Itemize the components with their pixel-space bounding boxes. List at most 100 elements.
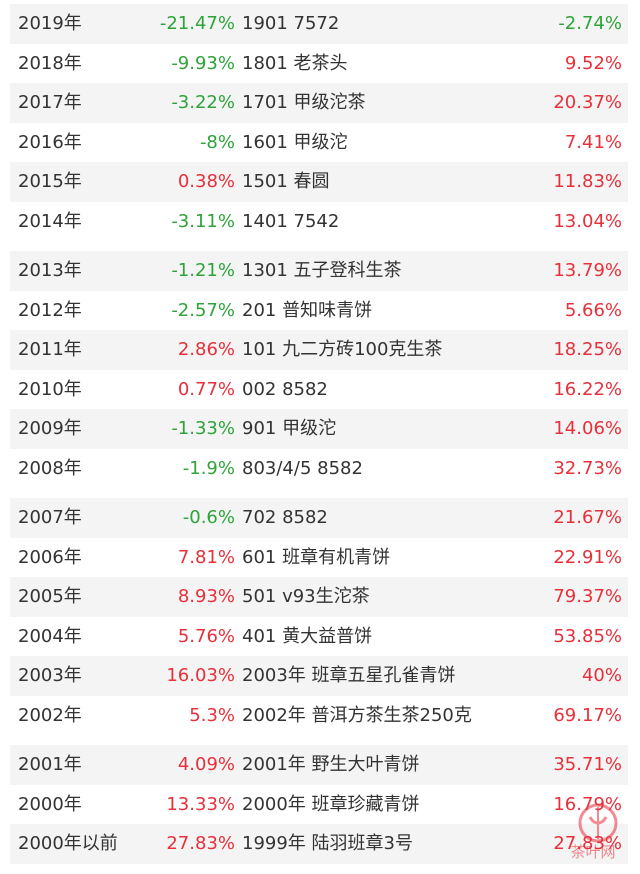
product-cell: 1301 五子登科生茶 xyxy=(242,260,402,281)
table-row: 2011年 2.86% 101 九二方砖100克生茶 18.25% xyxy=(10,330,628,370)
row-group: 2019年 -21.47% 1901 7572 -2.74% 2018年 -9.93% 18… xyxy=(10,4,628,241)
return-rate-cell: 21.67% xyxy=(553,507,622,528)
product-cell: 2002年 普洱方茶生茶250克 xyxy=(242,704,472,726)
table-row: 2004年 5.76% 401 黄大益普饼 53.85% xyxy=(10,616,628,656)
yoy-change-cell: -3.22% xyxy=(171,92,235,113)
return-rate-cell: 16.22% xyxy=(553,378,622,400)
yoy-change-cell: 5.3% xyxy=(189,704,235,726)
product-cell: 1801 老茶头 xyxy=(242,52,348,74)
return-rate-cell: 14.06% xyxy=(553,418,622,439)
product-cell: 002 8582 xyxy=(242,378,328,400)
year-cell: 2002年 xyxy=(18,704,82,726)
table-row: 2016年 -8% 1601 甲级沱 7.41% xyxy=(10,122,628,162)
product-cell: 601 班章有机青饼 xyxy=(242,546,391,568)
yoy-change-cell: -2.57% xyxy=(171,299,235,321)
return-rate-cell: 32.73% xyxy=(553,457,622,479)
yoy-change-cell: 8.93% xyxy=(177,586,235,607)
year-cell: 2004年 xyxy=(18,625,82,647)
return-rate-cell: 22.91% xyxy=(553,546,622,568)
year-cell: 2015年 xyxy=(18,171,82,192)
tea-site-logo-watermark: 茶叶网 xyxy=(570,803,618,861)
return-rate-cell: 9.52% xyxy=(564,52,622,74)
year-cell: 2003年 xyxy=(18,665,82,686)
year-cell: 2007年 xyxy=(18,507,82,528)
product-cell: 501 v93生沱茶 xyxy=(242,586,370,607)
return-rate-cell: 20.37% xyxy=(553,92,622,113)
year-cell: 2005年 xyxy=(18,586,82,607)
table-row: 2018年 -9.93% 1801 老茶头 9.52% xyxy=(10,43,628,83)
product-cell: 803/4/5 8582 xyxy=(242,457,363,479)
yoy-change-cell: -3.11% xyxy=(171,210,235,232)
table-row: 2000年 13.33% 2000年 班章珍藏青饼 16.79% xyxy=(10,784,628,824)
table-row: 2010年 0.77% 002 8582 16.22% xyxy=(10,369,628,409)
return-rate-cell: 40% xyxy=(581,665,622,686)
product-cell: 401 黄大益普饼 xyxy=(242,625,373,647)
table-row: 2001年 4.09% 2001年 野生大叶青饼 35.71% xyxy=(10,745,628,785)
product-cell: 702 8582 xyxy=(242,507,328,528)
tea-price-table: 2019年 -21.47% 1901 7572 -2.74% 2018年 -9.93% 18… xyxy=(10,4,628,874)
table-row: 2005年 8.93% 501 v93生沱茶 79.37% xyxy=(10,577,628,617)
yoy-change-cell: 13.33% xyxy=(166,793,235,815)
yoy-change-cell: 7.81% xyxy=(177,546,235,568)
return-rate-cell: 7.41% xyxy=(564,131,622,153)
product-cell: 1999年 陆羽班章3号 xyxy=(242,833,413,854)
product-cell: 101 九二方砖100克生茶 xyxy=(242,339,443,360)
year-cell: 2000年 xyxy=(18,793,82,815)
yoy-change-cell: -1.33% xyxy=(171,418,235,439)
return-rate-cell: 13.79% xyxy=(553,260,622,281)
product-cell: 1701 甲级沱茶 xyxy=(242,92,366,113)
product-cell: 1501 春圆 xyxy=(242,171,330,192)
product-cell: 2000年 班章珍藏青饼 xyxy=(242,793,420,815)
table-row: 2013年 -1.21% 1301 五子登科生茶 13.79% xyxy=(10,251,628,291)
yoy-change-cell: 27.83% xyxy=(166,833,235,854)
year-cell: 2013年 xyxy=(18,260,82,281)
year-cell: 2010年 xyxy=(18,378,82,400)
return-rate-cell: 53.85% xyxy=(553,625,622,647)
return-rate-cell: 5.66% xyxy=(564,299,622,321)
return-rate-cell: 18.25% xyxy=(553,339,622,360)
table-row: 2002年 5.3% 2002年 普洱方茶生茶250克 69.17% xyxy=(10,695,628,735)
year-cell: 2000年以前 xyxy=(18,833,118,854)
year-cell: 2012年 xyxy=(18,299,82,321)
table-row: 2017年 -3.22% 1701 甲级沱茶 20.37% xyxy=(10,83,628,123)
table-row: 2019年 -21.47% 1901 7572 -2.74% xyxy=(10,4,628,44)
product-cell: 901 甲级沱 xyxy=(242,418,337,439)
product-cell: 1901 7572 xyxy=(242,13,340,34)
yoy-change-cell: 4.09% xyxy=(177,754,235,775)
yoy-change-cell: -8% xyxy=(199,131,235,153)
product-cell: 2003年 班章五星孔雀青饼 xyxy=(242,665,456,686)
table-row: 2012年 -2.57% 201 普知味青饼 5.66% xyxy=(10,290,628,330)
return-rate-cell: 11.83% xyxy=(553,171,622,192)
return-rate-cell: -2.74% xyxy=(558,13,622,34)
product-cell: 1401 7542 xyxy=(242,210,340,232)
year-cell: 2016年 xyxy=(18,131,82,153)
yoy-change-cell: 0.38% xyxy=(177,171,235,192)
table-row: 2007年 -0.6% 702 8582 21.67% xyxy=(10,498,628,538)
return-rate-cell: 35.71% xyxy=(553,754,622,775)
yoy-change-cell: -9.93% xyxy=(171,52,235,74)
table-row: 2003年 16.03% 2003年 班章五星孔雀青饼 40% xyxy=(10,656,628,696)
year-cell: 2006年 xyxy=(18,546,82,568)
table-row: 2015年 0.38% 1501 春圆 11.83% xyxy=(10,162,628,202)
year-cell: 2019年 xyxy=(18,13,82,34)
yoy-change-cell: 5.76% xyxy=(177,625,235,647)
yoy-change-cell: 16.03% xyxy=(166,665,235,686)
return-rate-cell: 79.37% xyxy=(553,586,622,607)
year-cell: 2018年 xyxy=(18,52,82,74)
year-cell: 2017年 xyxy=(18,92,82,113)
product-cell: 201 普知味青饼 xyxy=(242,299,373,321)
year-cell: 2008年 xyxy=(18,457,82,479)
return-rate-cell: 13.04% xyxy=(553,210,622,232)
table-row: 2000年以前 27.83% 1999年 陆羽班章3号 27.83% xyxy=(10,824,628,864)
return-rate-cell: 16.79% xyxy=(553,793,622,815)
year-cell: 2009年 xyxy=(18,418,82,439)
row-group: 2007年 -0.6% 702 8582 21.67% 2006年 7.81% 601 班章… xyxy=(10,498,628,735)
return-rate-cell: 69.17% xyxy=(553,704,622,726)
yoy-change-cell: 2.86% xyxy=(177,339,235,360)
row-group: 2013年 -1.21% 1301 五子登科生茶 13.79% 2012年 -2.57% 2… xyxy=(10,251,628,488)
year-cell: 2014年 xyxy=(18,210,82,232)
table-row: 2014年 -3.11% 1401 7542 13.04% xyxy=(10,201,628,241)
watermark-text: 茶叶网 xyxy=(570,843,615,861)
yoy-change-cell: -0.6% xyxy=(182,507,235,528)
yoy-change-cell: -1.21% xyxy=(171,260,235,281)
